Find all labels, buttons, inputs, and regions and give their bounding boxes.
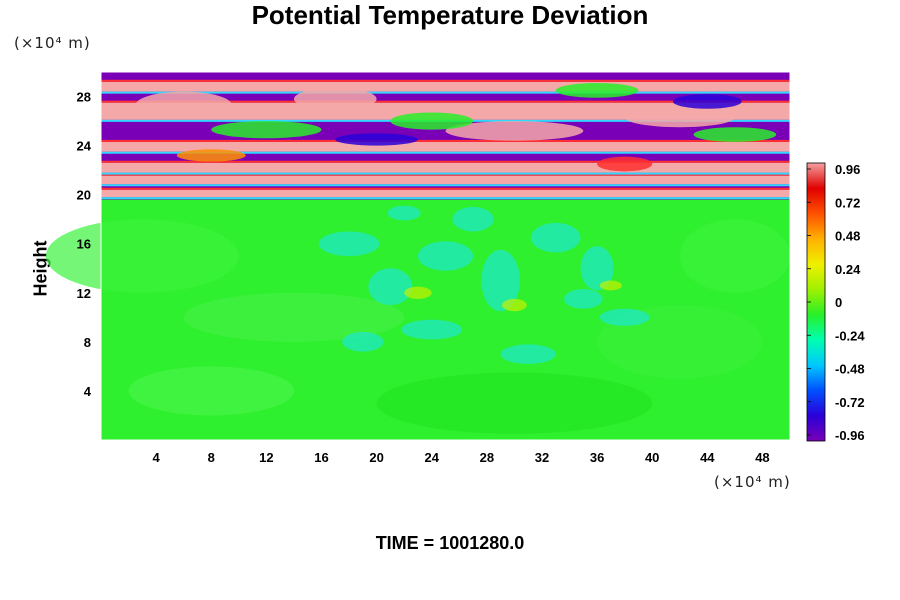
x-axis-unit: (×10⁴ m) [714,473,791,491]
field-patch [376,372,653,434]
plot-frame [100,71,791,441]
colorbar-tick-label: -0.48 [835,362,865,377]
x-tick-label: 44 [700,450,715,465]
positive-band [101,102,790,120]
plot-area [45,71,791,441]
negative-eddy [401,319,463,340]
colorbar-tick-label: -0.96 [835,428,865,443]
positive-spot [599,280,622,291]
colorbar-tick-label: 0 [835,295,842,310]
upper-blob [335,133,418,146]
upper-blob [672,94,742,109]
colorbar-tick-label: 0.48 [835,229,860,244]
upper-blob [693,127,777,142]
y-tick-label: 24 [77,139,92,154]
upper-blob [597,156,653,172]
y-tick-label: 20 [77,188,91,203]
colorbar-tick-label: 0.72 [835,195,860,210]
upper-blob [176,149,246,162]
colorbar-tick-label: 0.96 [835,162,860,177]
field-patch [45,219,239,293]
upper-blob [445,121,584,141]
colorbar: 0.96 0.72 0.48 0.24 0 -0.24 -0.48 -0.72 -0.96 [806,162,865,443]
y-tick-label: 8 [84,335,91,350]
field-patch [183,292,405,342]
x-tick-label: 48 [755,450,769,465]
band-edge [101,139,790,142]
negative-eddy [318,231,380,256]
positive-band [101,81,790,92]
negative-eddy [368,268,413,306]
band-edge [101,151,790,154]
negative-eddy [481,249,520,312]
x-tick-label: 36 [590,450,604,465]
y-tick-label: 4 [84,384,92,399]
negative-eddy [342,332,384,352]
upper-blob [211,121,322,139]
negative-eddy [387,205,421,221]
x-tick-label: 16 [314,450,328,465]
band-edge [101,79,790,82]
band-edge [101,187,790,190]
negative-eddy [580,246,614,291]
negative-eddy [417,241,474,271]
positive-band [101,175,790,185]
band-edge [101,91,790,94]
y-tick-label: 28 [77,90,91,105]
negative-eddy [530,222,581,253]
chart-title: Potential Temperature Deviation [251,0,649,30]
x-tick-label: 32 [535,450,549,465]
band-edge [101,173,790,176]
negative-eddy [564,289,603,309]
positive-band [101,141,790,152]
x-tick-label: 4 [153,450,161,465]
upper-blob [293,87,377,111]
negative-eddy [500,344,556,364]
positive-spot [404,286,432,299]
y-tick-label: 12 [77,286,91,301]
x-tick-label: 12 [259,450,273,465]
upper-blob [624,107,735,128]
x-tick-label: 40 [645,450,659,465]
band-edge [101,184,790,187]
x-tick-label: 20 [369,450,383,465]
positive-band [101,162,790,173]
band-edge [101,172,790,175]
x-tick-label: 8 [208,450,215,465]
x-axis-ticks: 4 8 12 16 20 24 28 32 36 40 44 48 [153,450,770,465]
band-edge [101,100,790,103]
upper-blob [390,112,474,130]
colorbar-tick-label: -0.24 [835,328,865,343]
colorbar-tick-label: -0.72 [835,395,865,410]
positive-spot [501,298,527,312]
upper-blob [135,91,232,119]
band-edge [101,197,790,200]
field-patch [679,219,790,293]
field-patch [128,366,294,416]
y-axis-ticks: 4 8 12 16 20 24 28 [77,90,92,399]
x-tick-label: 24 [424,450,439,465]
y-tick-label: 16 [77,237,91,252]
negative-eddy [599,308,650,326]
colorbar-tick-label: 0.24 [835,262,861,277]
upper-blob [555,83,639,98]
negative-eddy [452,206,494,232]
time-label: TIME = 1001280.0 [375,533,525,553]
y-axis-unit: (×10⁴ m) [14,34,91,52]
x-tick-label: 28 [480,450,494,465]
positive-band [101,189,790,198]
band-edge [101,160,790,163]
